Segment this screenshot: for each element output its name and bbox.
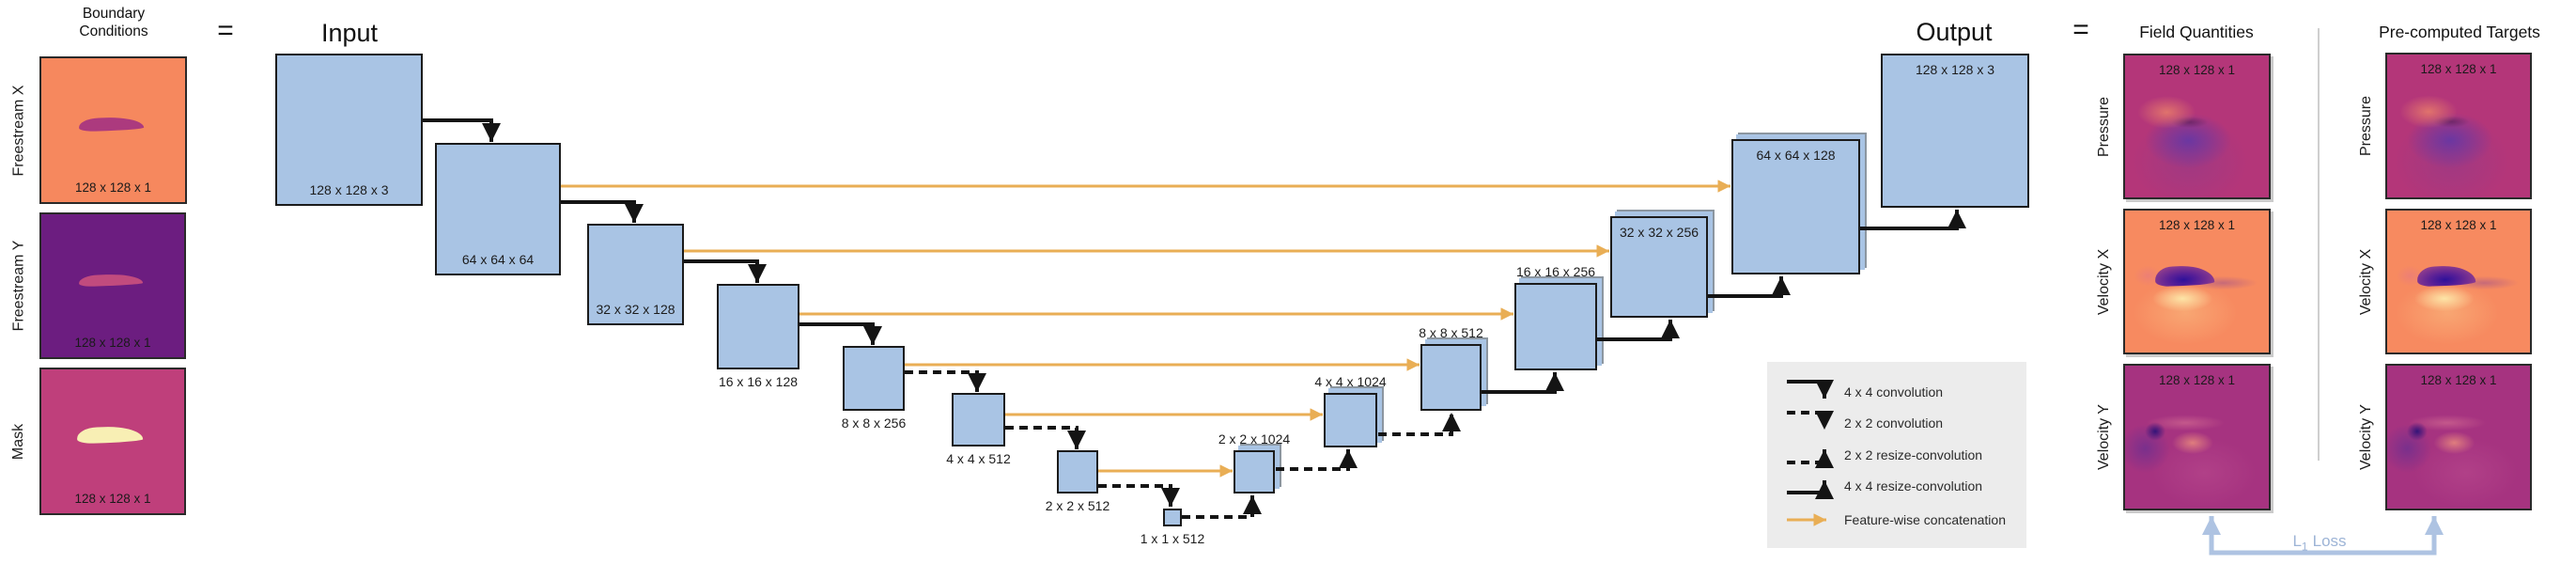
unet-block-dec-64x64x128: 64 x 64 x 128 [1731,139,1860,274]
boundary-title-line2: Conditions [79,24,148,39]
unet-block-input-128x128x3: 128 x 128 x 3 [275,54,423,206]
dims-label: 128 x 128 x 1 [2158,218,2236,232]
fq-image-velocity-y: 128 x 128 x 1 [2123,364,2271,510]
block-dims-label: 32 x 32 x 128 [596,302,675,317]
unet-block-enc-32x32x128: 32 x 32 x 128 [587,224,684,325]
boundary-label-freestream-x: Freestream X [10,85,27,176]
block-dims-label: 4 x 4 x 512 [946,451,1011,466]
legend-item-concat: Feature-wise concatenation [1844,512,2006,527]
column-divider [2318,28,2320,461]
conv4-arrow-64-to-32 [561,200,644,223]
boundary-image-freestream-y: 128 x 128 x 1 [39,212,186,359]
block-dims-label: 64 x 64 x 64 [461,252,535,267]
legend-item-rconv4: 4 x 4 resize-convolution [1844,478,1983,494]
fq-label-pressure: Pressure [2096,96,2112,157]
legend-box: 4 x 4 convolution 2 x 2 convolution 2 x … [1767,362,2026,548]
unet-block-dec-16x16x256: 16 x 16 x 256 [1514,264,1597,370]
unet-block-dec-2x2x1024: 2 x 2 x 1024 [1218,431,1290,494]
target-image-pressure: 128 x 128 x 1 [2385,53,2532,199]
fq-label-velocity-x: Velocity X [2096,248,2113,315]
output-title: Output [1916,18,1993,46]
conv4-arrow-input-to-64 [423,118,501,142]
dims-label: 128 x 128 x 1 [2420,373,2497,387]
conv4-arrow-16-to-8 [799,322,882,345]
conv2-arrow-4-to-2 [1005,426,1086,449]
rconv4-arrow-8-to-16 [1482,372,1564,394]
block-dims-label: 16 x 16 x 256 [1515,264,1596,279]
target-label-velocity-y: Velocity Y [2358,404,2374,470]
boundary-title-line1: Boundary [82,6,146,22]
block-dims-label: 1 x 1 x 512 [1140,531,1205,546]
block-dims-label: 2 x 2 x 1024 [1218,431,1291,446]
block-dims-label: 16 x 16 x 128 [718,374,799,389]
field-quantities-title: Field Quantities [2139,23,2254,41]
unet-block-enc-16x16x128: 16 x 16 x 128 [717,284,799,389]
fq-image-velocity-x: 128 x 128 x 1 [2123,209,2271,354]
dims-label: 128 x 128 x 1 [2420,218,2497,232]
unet-block-enc-4x4x512: 4 x 4 x 512 [946,393,1011,466]
block-dims-label: 64 x 64 x 128 [1756,148,1836,163]
unet-block-dec-4x4x1024: 4 x 4 x 1024 [1314,374,1387,447]
boundary-label-mask: Mask [10,423,27,460]
equals-sign-left: = [217,15,234,46]
boundary-image-mask: 128 x 128 x 1 [39,368,186,515]
boundary-label-freestream-y: Freestream Y [10,240,26,332]
boundary-image-freestream-x: 128 x 128 x 1 [39,56,187,204]
block-dims-label: 8 x 8 x 256 [841,415,907,431]
dims-label: 128 x 128 x 1 [2158,63,2236,77]
target-label-velocity-x: Velocity X [2358,248,2375,315]
rconv2-arrow-4-to-8 [1378,413,1461,436]
block-dims-label: 128 x 128 x 3 [1915,62,1995,77]
legend-item-conv2: 2 x 2 convolution [1844,415,1944,431]
rconv4-arrow-16-to-32 [1597,320,1680,341]
target-image-velocity-x: 128 x 128 x 1 [2385,209,2532,354]
equals-sign-right: = [2072,14,2089,45]
block-dims-label: 8 x 8 x 512 [1419,325,1483,340]
conv4-arrow-32-to-16 [684,259,767,283]
boundary-conditions-title: Boundary Conditions [39,5,189,40]
precomputed-targets-title: Pre-computed Targets [2379,23,2540,41]
rconv2-arrow-1-to-2 [1182,495,1262,519]
block-dims-label: 2 x 2 x 512 [1045,498,1110,513]
dims-label: 128 x 128 x 1 [74,492,151,506]
fq-image-pressure: 128 x 128 x 1 [2123,54,2271,199]
conv2-arrow-8-to-4 [905,370,986,392]
legend-item-rconv2: 2 x 2 resize-convolution [1844,447,1983,462]
target-label-pressure: Pressure [2358,95,2374,157]
block-dims-label: 128 x 128 x 3 [309,182,389,197]
input-title: Input [320,19,379,47]
dims-label: 128 x 128 x 1 [74,180,152,195]
dims-label: 128 x 128 x 1 [2420,62,2497,76]
block-dims-label: 4 x 4 x 1024 [1314,374,1387,389]
legend-item-conv4: 4 x 4 convolution [1844,384,1944,400]
unet-block-dec-32x32x256: 32 x 32 x 256 [1610,216,1708,318]
unet-block-dec-8x8x512: 8 x 8 x 512 [1419,325,1483,411]
unet-block-output-128x128x3: 128 x 128 x 3 [1881,54,2029,208]
rconv2-arrow-2-to-4 [1276,449,1358,471]
block-dims-label: 32 x 32 x 256 [1619,225,1699,240]
target-image-velocity-y: 128 x 128 x 1 [2385,364,2532,510]
l1-loss-label: L1 Loss [2292,532,2347,554]
rconv4-arrow-32-to-64 [1708,276,1791,298]
unet-block-enc-2x2x512: 2 x 2 x 512 [1046,450,1110,513]
dims-label: 128 x 128 x 1 [2158,373,2236,387]
fq-label-velocity-y: Velocity Y [2096,404,2112,470]
dims-label: 128 x 128 x 1 [74,336,151,350]
unet-block-bottleneck-1x1x512: 1 x 1 x 512 [1141,509,1204,546]
rconv4-arrow-64-to-output [1860,210,1966,230]
unet-block-enc-64x64x64: 64 x 64 x 64 [435,143,561,275]
unet-block-enc-8x8x256: 8 x 8 x 256 [842,346,906,431]
